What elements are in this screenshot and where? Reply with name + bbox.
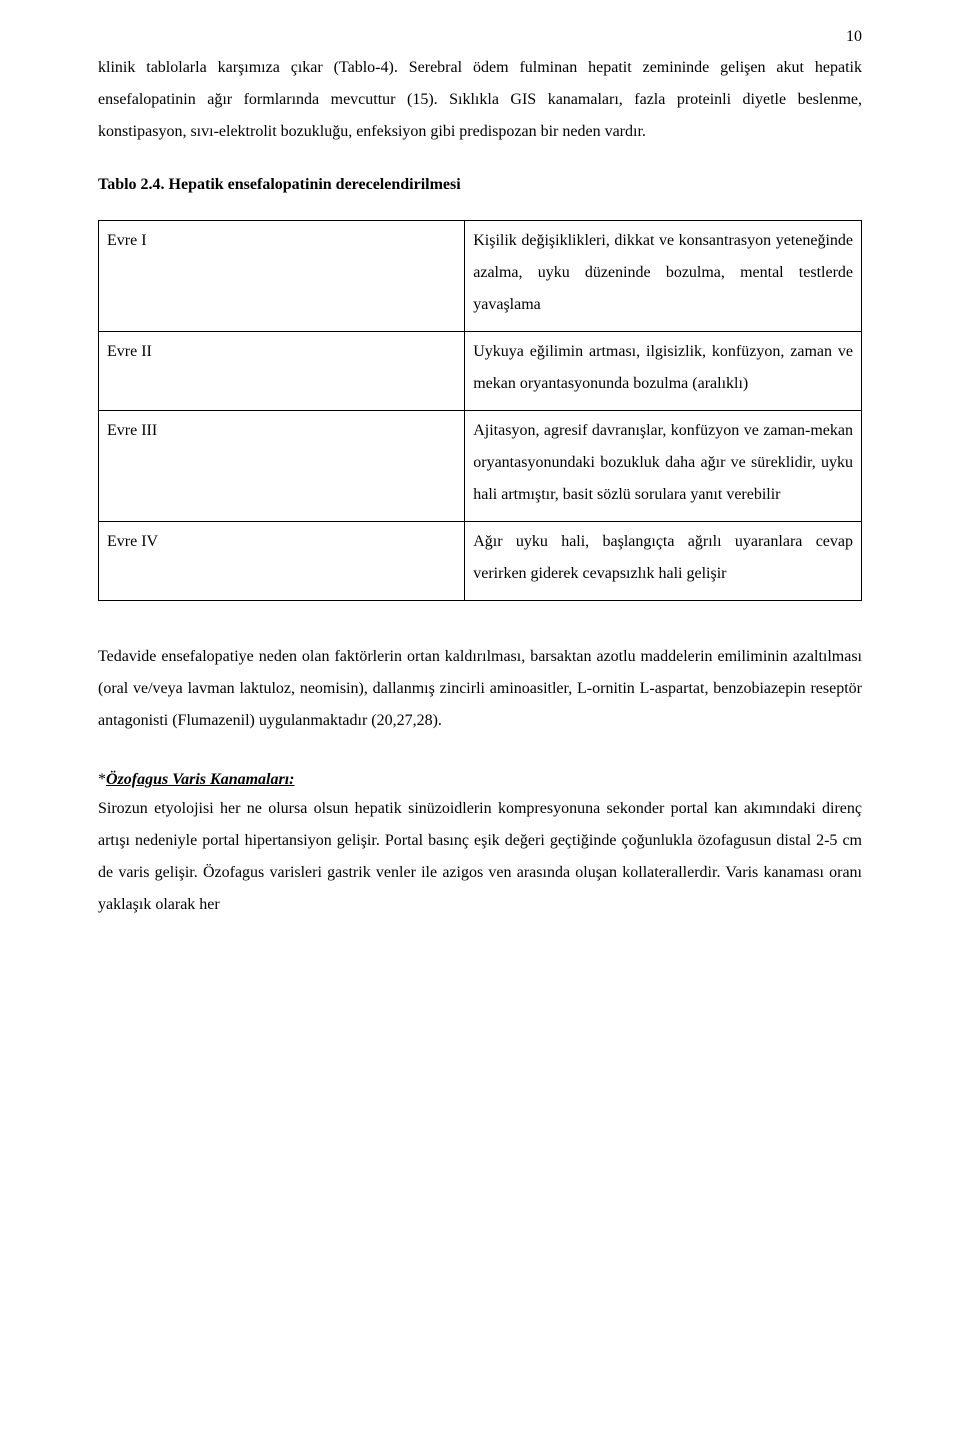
paragraph-varices: Sirozun etyolojisi her ne olursa olsun h… [98, 793, 862, 921]
table-row: Evre IV Ağır uyku hali, başlangıçta ağrı… [99, 522, 862, 601]
table-row: Evre III Ajitasyon, agresif davranışlar,… [99, 411, 862, 522]
asterisk: * [98, 771, 106, 788]
page-number: 10 [846, 28, 862, 46]
stage-desc: Ajitasyon, agresif davranışlar, konfüzyo… [465, 411, 862, 522]
heading-title: Özofagus Varis Kanamaları: [106, 771, 295, 788]
page: 10 klinik tablolarla karşımıza çıkar (Ta… [0, 0, 960, 1440]
section-heading: *Özofagus Varis Kanamaları: [98, 771, 862, 789]
paragraph-treatment: Tedavide ensefalopatiye neden olan faktö… [98, 641, 862, 737]
stage-label: Evre II [99, 332, 465, 411]
table-row: Evre II Uykuya eğilimin artması, ilgisiz… [99, 332, 862, 411]
paragraph-intro: klinik tablolarla karşımıza çıkar (Tablo… [98, 52, 862, 148]
stage-label: Evre IV [99, 522, 465, 601]
stage-label: Evre I [99, 221, 465, 332]
table-title: Tablo 2.4. Hepatik ensefalopatinin derec… [98, 176, 862, 194]
staging-table: Evre I Kişilik değişiklikleri, dikkat ve… [98, 220, 862, 601]
stage-desc: Uykuya eğilimin artması, ilgisizlik, kon… [465, 332, 862, 411]
stage-desc: Ağır uyku hali, başlangıçta ağrılı uyara… [465, 522, 862, 601]
stage-label: Evre III [99, 411, 465, 522]
table-row: Evre I Kişilik değişiklikleri, dikkat ve… [99, 221, 862, 332]
stage-desc: Kişilik değişiklikleri, dikkat ve konsan… [465, 221, 862, 332]
